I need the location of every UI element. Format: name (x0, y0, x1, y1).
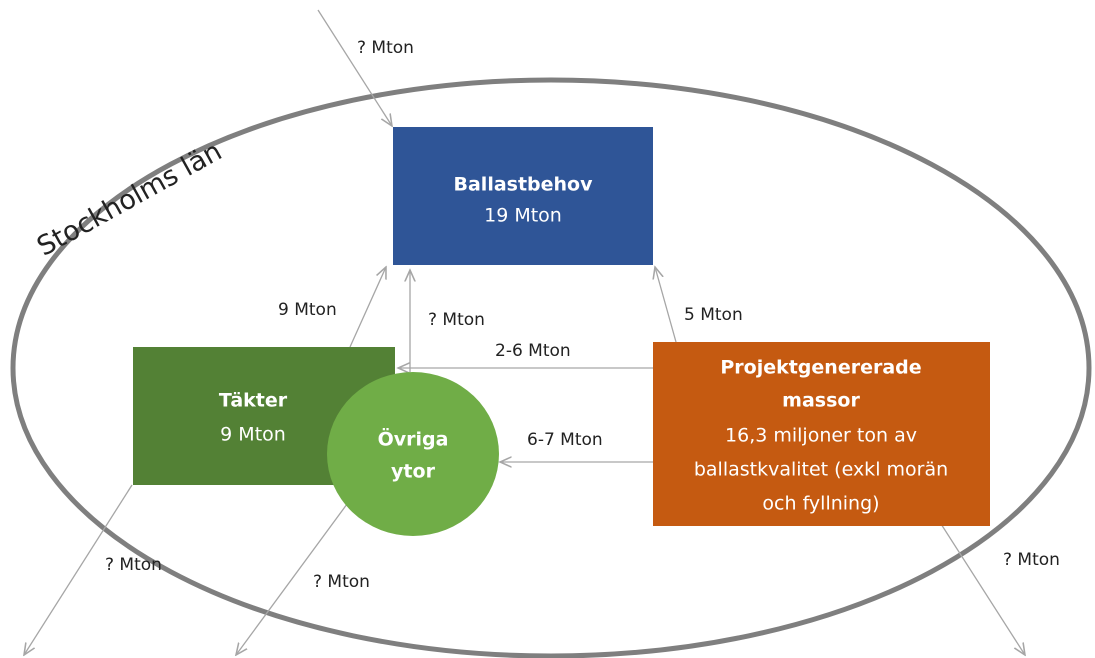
node-title: Övriga (378, 427, 449, 451)
node-text: och fyllning) (762, 493, 879, 515)
edge-label: ? Mton (313, 572, 370, 592)
node-text: 16,3 miljoner ton av (725, 425, 917, 447)
projekt-box (653, 342, 990, 526)
node-title: ytor (391, 461, 436, 483)
arrow (236, 499, 351, 655)
ovriga-circle (327, 372, 499, 536)
node-title: Ballastbehov (454, 174, 594, 196)
region-ellipse (10, 77, 1092, 658)
region-label: Stockholms län (32, 136, 227, 263)
node-value: 9 Mton (220, 424, 286, 446)
node-text: ballastkvalitet (exkl morän (694, 459, 948, 481)
edge-label: ? Mton (105, 555, 162, 575)
arrow (349, 267, 386, 348)
edge-label: ? Mton (357, 38, 414, 58)
edge-label: 2-6 Mton (495, 341, 571, 361)
node-value: 19 Mton (484, 205, 562, 227)
edge-label: ? Mton (428, 310, 485, 330)
edge-label: ? Mton (1003, 550, 1060, 570)
node-title: massor (782, 390, 860, 412)
edge-label: 5 Mton (684, 305, 743, 325)
arrow (317, 9, 392, 126)
edge-label: 6-7 Mton (527, 430, 603, 450)
edge-label: 9 Mton (278, 300, 337, 320)
arrow (24, 484, 133, 655)
arrow (655, 267, 677, 343)
node-title: Täkter (219, 390, 288, 412)
ballastbehov-box (393, 127, 653, 265)
node-title: Projektgenererade (720, 357, 921, 379)
